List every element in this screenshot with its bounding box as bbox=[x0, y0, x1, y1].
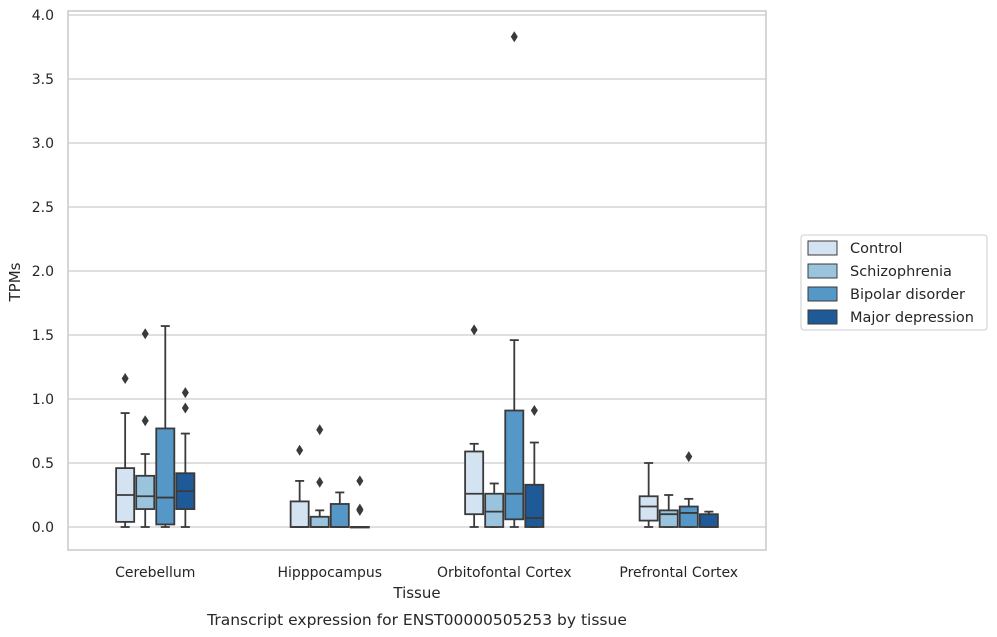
gridlines bbox=[68, 14, 766, 528]
box-iqr bbox=[329, 503, 350, 528]
box-iqr bbox=[504, 409, 525, 521]
outlier-point bbox=[141, 415, 149, 427]
x-tick-labels: Cerebellum Hipppocampus Orbitofontal Corte… bbox=[115, 565, 738, 581]
box-iqr bbox=[678, 505, 699, 528]
box-iqr bbox=[638, 495, 659, 522]
legend-entry-label: Schizophrenia bbox=[850, 264, 952, 280]
box-bipolar-disorder bbox=[155, 325, 176, 528]
y-tick-label: 3.5 bbox=[32, 72, 54, 88]
outlier-point bbox=[510, 31, 518, 43]
box-schizophrenia bbox=[658, 494, 679, 528]
legend-frame bbox=[800, 234, 988, 331]
box-major-depression bbox=[524, 405, 545, 528]
x-tick-label: Hipppocampus bbox=[277, 565, 382, 581]
outlier-point bbox=[316, 476, 324, 488]
x-tick-label: Prefrontal Cortex bbox=[619, 565, 738, 581]
legend-entry-label: Bipolar disorder bbox=[850, 287, 965, 303]
y-tick-label: 0.5 bbox=[32, 456, 54, 472]
outlier-point bbox=[141, 328, 149, 340]
outlier-point bbox=[181, 402, 189, 414]
legend-swatch bbox=[807, 309, 838, 325]
box-bipolar-disorder bbox=[504, 31, 525, 528]
box-iqr bbox=[289, 500, 310, 528]
outlier-point bbox=[296, 444, 304, 456]
box-major-depression bbox=[698, 510, 719, 528]
y-tick-label: 1.5 bbox=[32, 328, 54, 344]
box-major-depression bbox=[175, 387, 196, 528]
box-iqr bbox=[309, 515, 330, 528]
outlier-point bbox=[470, 324, 478, 336]
box-iqr bbox=[698, 513, 719, 528]
x-tick-label: Cerebellum bbox=[115, 565, 195, 581]
y-axis-label: TPMs bbox=[6, 262, 24, 302]
plot-frame bbox=[67, 10, 767, 551]
box-bipolar-disorder bbox=[678, 451, 699, 528]
box-schizophrenia bbox=[309, 424, 330, 528]
y-tick-label: 3.0 bbox=[32, 136, 54, 152]
box-bipolar-disorder bbox=[329, 491, 350, 528]
legend-swatch bbox=[807, 240, 838, 256]
y-tick-label: 0.0 bbox=[32, 520, 54, 536]
outlier-point bbox=[530, 405, 538, 417]
box-major-depression bbox=[349, 475, 370, 529]
x-tick-label: Orbitofontal Cortex bbox=[437, 565, 572, 581]
box-control bbox=[115, 373, 136, 528]
box-groups bbox=[115, 31, 719, 529]
box-control bbox=[289, 444, 310, 528]
box-control bbox=[638, 462, 659, 528]
outlier-point bbox=[356, 475, 364, 487]
box-iqr bbox=[524, 483, 545, 528]
chart-caption: Transcript expression for ENST0000050525… bbox=[206, 611, 627, 629]
y-tick-label: 1.0 bbox=[32, 392, 54, 408]
y-tick-label: 2.0 bbox=[32, 264, 54, 280]
outlier-point bbox=[316, 424, 324, 436]
legend-entry-label: Control bbox=[850, 241, 902, 257]
box-control bbox=[464, 324, 485, 528]
box-iqr bbox=[658, 509, 679, 528]
legend-swatch bbox=[807, 286, 838, 302]
box-schizophrenia bbox=[135, 328, 156, 528]
y-tick-label: 2.5 bbox=[32, 200, 54, 216]
x-axis-label: Tissue bbox=[392, 584, 440, 602]
box-iqr bbox=[484, 492, 505, 528]
box-iqr bbox=[135, 474, 156, 510]
box-iqr bbox=[155, 427, 176, 526]
legend-swatch bbox=[807, 263, 838, 279]
outlier-point bbox=[181, 387, 189, 399]
y-tick-label: 4.0 bbox=[32, 8, 54, 24]
outlier-point bbox=[356, 503, 364, 515]
outlier-point bbox=[685, 451, 693, 463]
legend-entry-label: Major depression bbox=[850, 310, 974, 326]
y-tick-labels: 0.0 0.5 1.0 1.5 2.0 2.5 3.0 3.5 4.0 bbox=[32, 8, 54, 536]
legend: Control Schizophrenia Bipolar disorder Majo… bbox=[800, 234, 988, 331]
box-iqr bbox=[464, 450, 485, 516]
outlier-point bbox=[121, 373, 129, 385]
box-schizophrenia bbox=[484, 482, 505, 528]
